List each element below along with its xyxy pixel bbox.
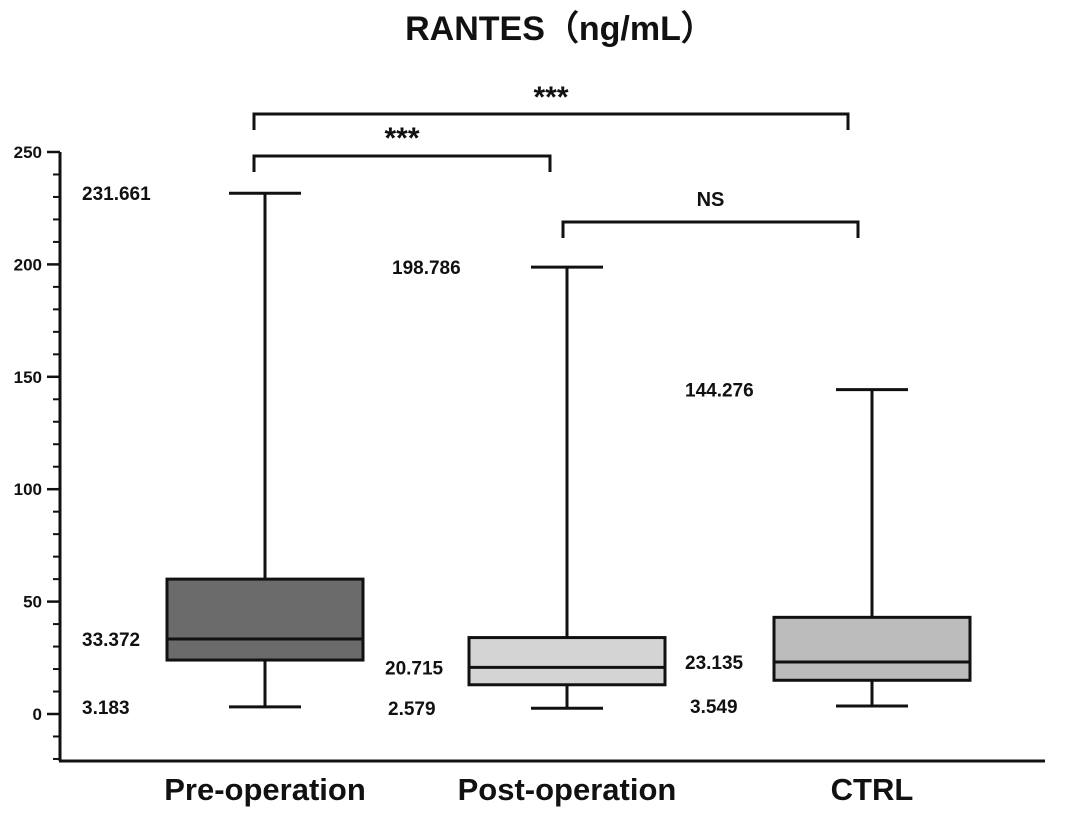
boxes-layer: 231.661 33.372 3.183 198.786 20.715 2.579 144.…	[82, 184, 972, 720]
iqr-box	[467, 636, 667, 687]
y-tick-label-250: 250	[14, 143, 42, 162]
y-tick-label-200: 200	[14, 255, 42, 274]
box-ctrl: 144.276 23.135 3.549	[685, 381, 972, 718]
significance-bracket-2: ***	[252, 122, 552, 172]
label-median: 20.715	[385, 658, 444, 679]
iqr-box	[165, 577, 365, 662]
significance-layer: *** *** NS	[252, 81, 860, 238]
label-min: 3.549	[690, 697, 738, 718]
x-category-label-ctrl: CTRL	[831, 772, 914, 807]
box-pre-operation: 231.661 33.372 3.183	[82, 184, 365, 719]
y-tick-label-0: 0	[33, 705, 42, 724]
y-tick-label-50: 50	[23, 593, 42, 612]
bracket-line	[252, 112, 850, 130]
bracket-line	[561, 220, 860, 238]
significance-bracket-1: ***	[252, 81, 850, 130]
chart-title: RANTES（ng/mL）	[405, 9, 715, 48]
x-category-label-pre-operation: Pre-operation	[164, 772, 366, 807]
x-category-label-post-operation: Post-operation	[458, 772, 677, 807]
axes: 0 50 100 150 200 250 Pre-operation Post-operati…	[14, 143, 1045, 807]
box-post-operation: 198.786 20.715 2.579	[385, 258, 667, 720]
bracket-line	[252, 154, 552, 172]
label-min: 2.579	[388, 699, 436, 720]
significance-label: ***	[384, 122, 419, 155]
y-tick-label-100: 100	[14, 480, 42, 499]
significance-bracket-3: NS	[561, 189, 860, 238]
label-max: 198.786	[392, 258, 461, 279]
y-tick-label-150: 150	[14, 368, 42, 387]
label-max: 144.276	[685, 381, 754, 402]
label-max: 231.661	[82, 184, 151, 205]
label-median: 23.135	[685, 653, 744, 674]
iqr-box	[772, 615, 972, 682]
label-min: 3.183	[82, 698, 130, 719]
significance-label: NS	[697, 189, 725, 211]
label-median: 33.372	[82, 630, 140, 651]
significance-label: ***	[533, 81, 568, 114]
